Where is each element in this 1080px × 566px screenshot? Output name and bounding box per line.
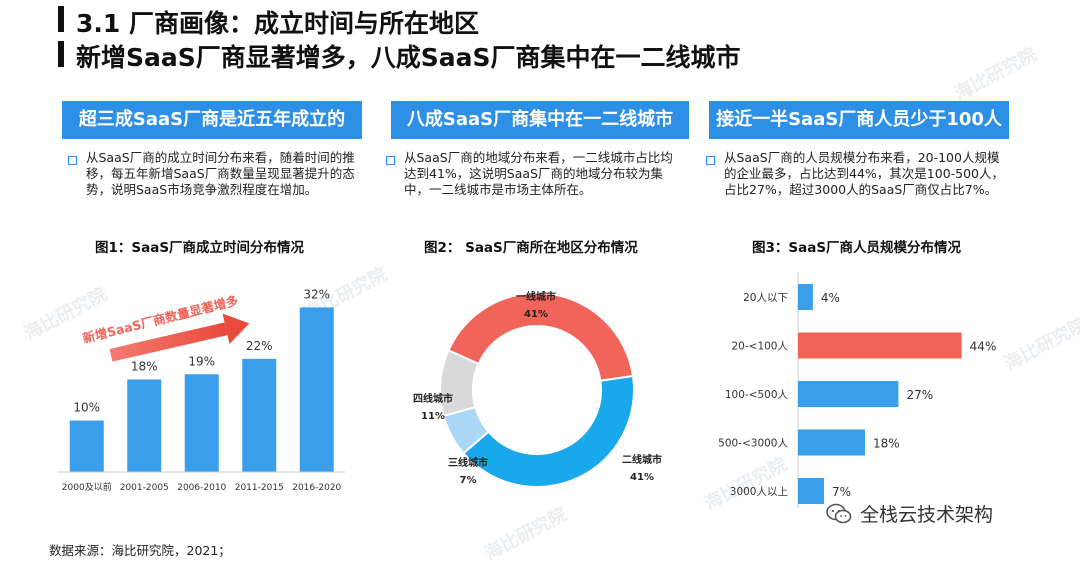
- bar: [184, 374, 219, 472]
- bar: [798, 332, 962, 359]
- panel2-description: 从SaaS厂商的地域分布来看，一二线城市占比均达到41%，这说明SaaS厂商的地…: [404, 150, 673, 197]
- panel1-bullet-icon: [68, 156, 77, 165]
- bar-value-label: 7%: [832, 485, 851, 499]
- bar-value-label: 4%: [821, 291, 840, 305]
- subtitle-accent-bar: [58, 41, 64, 67]
- slice-value-label: 41%: [524, 309, 548, 320]
- donut-slice: [447, 292, 635, 382]
- x-tick-label: 2000及以前: [62, 481, 112, 493]
- y-tick-label: 20人以下: [743, 292, 788, 304]
- wechat-account-name: 全栈云技术架构: [860, 504, 994, 526]
- y-tick-label: 3000人以上: [730, 486, 788, 498]
- bar: [798, 381, 899, 407]
- slice-name-label: 二线城市: [622, 453, 662, 466]
- bar: [299, 307, 334, 472]
- bar: [127, 379, 162, 472]
- y-tick-label: 500-<3000人: [718, 438, 788, 450]
- staff-size-bar-chart: 20人以下 4% 20-<100人 44% 100-<500人 27% 500-<3000人…: [718, 272, 997, 508]
- panel3-banner: 接近一半SaaS厂商人员少于100人: [709, 101, 1009, 139]
- bar-value-label: 18%: [873, 437, 900, 451]
- founding-time-bar-chart: 新增SaaS厂商数量显著增多 10%2000及以前18%2001-200519%…: [58, 287, 345, 493]
- data-source: 数据来源：海比研究院，2021；: [49, 543, 231, 558]
- slice-name-label: 一线城市: [516, 290, 556, 303]
- bar-value-label: 18%: [131, 359, 158, 373]
- watermark: 海比研究院: [951, 43, 1041, 105]
- y-tick-label: 20-<100人: [732, 341, 789, 353]
- panel3-bullet-icon: [706, 156, 715, 165]
- page-title: 3.1 厂商画像：成立时间与所在地区: [76, 9, 479, 38]
- x-tick-label: 2006-2010: [177, 483, 226, 493]
- bar-value-label: 44%: [970, 340, 997, 354]
- panel1-banner: 超三成SaaS厂商是近五年成立的: [62, 101, 362, 139]
- panel3-description: 从SaaS厂商的人员规模分布来看，20-100人规模的企业最多，占比达到44%，…: [724, 150, 1005, 197]
- bar-value-label: 19%: [188, 354, 215, 368]
- bar-value-label: 22%: [246, 339, 273, 353]
- slice-name-label: 三线城市: [448, 456, 488, 469]
- bar-value-label: 10%: [73, 401, 100, 415]
- figure1-title: 图1：SaaS厂商成立时间分布情况: [95, 240, 305, 256]
- y-tick-label: 100-<500人: [725, 389, 789, 401]
- figure2-title: 图2： SaaS厂商所在地区分布情况: [424, 240, 638, 256]
- bar: [798, 478, 825, 504]
- x-tick-label: 2011-2015: [235, 483, 284, 493]
- slice-value-label: 11%: [421, 411, 445, 422]
- bar-value-label: 32%: [303, 287, 330, 301]
- panel2-bullet-icon: [386, 156, 395, 165]
- watermark: 海比研究院: [481, 503, 571, 565]
- wechat-account-badge[interactable]: 全栈云技术架构: [826, 500, 993, 527]
- growth-arrow: [109, 313, 250, 362]
- slice-name-label: 四线城市: [413, 392, 453, 405]
- wechat-icon: [826, 503, 852, 523]
- region-donut-chart: 一线城市 41% 二线城市 41% 三线城市 7% 四线城市 11%: [413, 290, 662, 488]
- x-tick-label: 2001-2005: [120, 483, 169, 493]
- figure3-title: 图3：SaaS厂商人员规模分布情况: [752, 240, 962, 256]
- bar-value-label: 27%: [906, 388, 933, 402]
- bar: [69, 420, 104, 472]
- bar: [798, 429, 865, 456]
- slice-value-label: 7%: [460, 475, 477, 486]
- bar: [798, 284, 813, 310]
- page-subtitle: 新增SaaS厂商显著增多，八成SaaS厂商集中在一二线城市: [76, 43, 741, 72]
- donut-slice: [439, 349, 480, 418]
- x-tick-label: 2016-2020: [292, 483, 341, 493]
- panel2-banner: 八成SaaS厂商集中在一二线城市: [391, 101, 689, 139]
- panel1-description: 从SaaS厂商的成立时间分布来看，随着时间的推移，每五年新增SaaS厂商数量呈现…: [86, 150, 355, 197]
- donut-slice: [462, 374, 635, 488]
- title-accent-bar: [58, 6, 64, 32]
- slice-value-label: 41%: [630, 472, 654, 483]
- bar: [242, 358, 277, 472]
